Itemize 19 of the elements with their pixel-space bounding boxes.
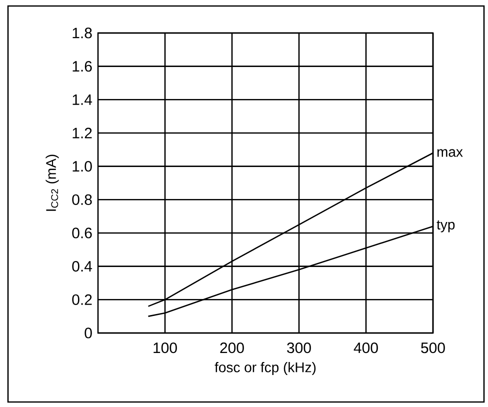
x-tick-label: 200 [220, 342, 244, 354]
y-tick-label: 0.2 [72, 294, 92, 305]
series-label: typ [436, 220, 455, 232]
x-tick-label: 400 [354, 342, 378, 354]
y-tick-label: 0 [84, 328, 92, 338]
y-tick-label: 0.8 [72, 194, 92, 205]
x-axis-title: fosc or fcp (kHz) [214, 362, 316, 376]
series-label: max [437, 149, 463, 157]
y-tick-label: 1.8 [72, 28, 92, 38]
y-tick-label: 1.6 [72, 61, 92, 72]
y-tick-label: 1.2 [72, 128, 92, 138]
x-tick-label: 100 [154, 342, 177, 354]
y-tick-label: 1.4 [72, 94, 92, 105]
x-tick-label: 300 [287, 342, 311, 354]
y-axis-title: I$_{CC2}$ (mA) [46, 154, 59, 211]
y-tick-label: 0.6 [72, 228, 92, 238]
x-tick-label: 500 [421, 342, 445, 354]
y-tick-label: 1.0 [72, 161, 92, 172]
y-tick-label: 0.4 [72, 261, 92, 272]
